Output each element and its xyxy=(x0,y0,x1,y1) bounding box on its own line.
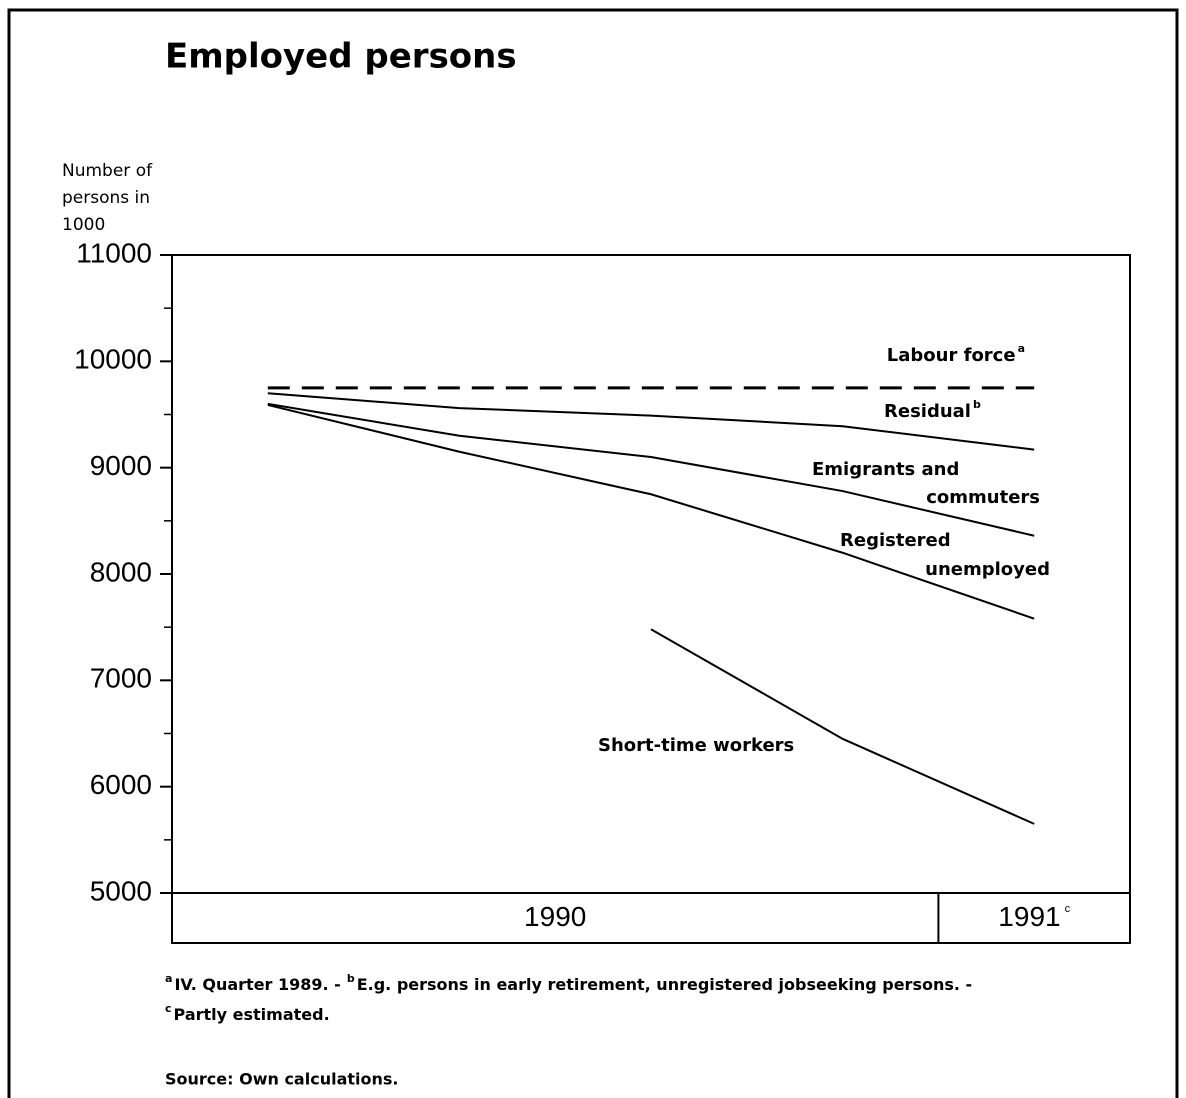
footnote-mark: c xyxy=(1065,903,1071,915)
series-line xyxy=(267,402,1035,537)
series-label-text: commuters xyxy=(926,487,1040,508)
series-label-text: Short-time workers xyxy=(598,735,794,756)
footnote-mark: a xyxy=(165,972,172,985)
y-tick-label: 7000 xyxy=(90,663,152,694)
y-tick-label: 5000 xyxy=(90,875,152,906)
series-label: Residual b xyxy=(884,398,981,422)
x-group-label: 1990 xyxy=(524,901,586,932)
y-tick-label: 11000 xyxy=(76,237,152,268)
series-label: Labour force a xyxy=(887,342,1025,366)
x-group-text: 1991 xyxy=(998,901,1060,932)
footnote-mark: a xyxy=(1018,342,1025,355)
series-label: Registered xyxy=(840,530,951,551)
series-label-text: Residual xyxy=(884,401,971,422)
y-tick-label: 9000 xyxy=(90,450,152,481)
series-line xyxy=(650,628,1035,825)
footnote: a IV. Quarter 1989. - b E.g. persons in ear… xyxy=(165,972,972,994)
plot-area xyxy=(171,254,1131,944)
y-tick-label: 6000 xyxy=(90,769,152,800)
y-axis-label: Number of xyxy=(62,161,153,181)
footnote-text: Partly estimated. xyxy=(174,1005,330,1024)
series-line xyxy=(267,392,1035,451)
footnote-text: IV. Quarter 1989. - xyxy=(174,975,340,994)
series-label: commuters xyxy=(926,487,1040,508)
series-label-text: Emigrants and xyxy=(812,459,959,480)
y-axis-label: 1000 xyxy=(62,215,105,235)
series-label-text: Registered xyxy=(840,530,951,551)
series-label-text: Labour force xyxy=(887,345,1016,366)
chart-title: Employed persons xyxy=(165,37,517,77)
footnote-text: E.g. persons in early retirement, unregi… xyxy=(357,975,972,994)
series-label: Emigrants and xyxy=(812,459,959,480)
source: Source: Own calculations. xyxy=(165,1070,398,1089)
footnote-mark: b xyxy=(347,972,355,985)
x-group-label: 1991 c xyxy=(998,901,1070,932)
y-tick-label: 8000 xyxy=(90,556,152,587)
footnote: c Partly estimated. xyxy=(165,1002,330,1024)
series-label: Short-time workers xyxy=(598,735,794,756)
frame xyxy=(7,8,1179,1098)
series-line xyxy=(267,403,1035,620)
footnote-mark: b xyxy=(973,398,981,411)
x-group-text: 1990 xyxy=(524,901,586,932)
y-tick-label: 10000 xyxy=(74,344,152,375)
series-label-text: unemployed xyxy=(925,559,1050,580)
footnote-mark: c xyxy=(165,1002,172,1015)
series-label: unemployed xyxy=(925,559,1050,580)
y-axis-label: persons in xyxy=(62,188,150,208)
